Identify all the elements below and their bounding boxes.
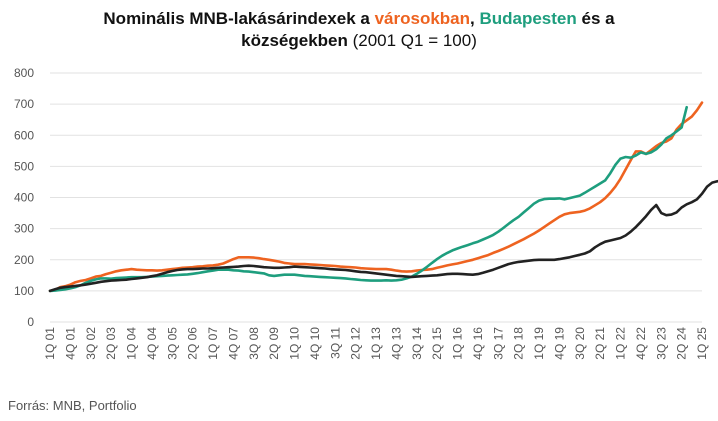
title-part2: és a xyxy=(576,9,615,28)
x-tick-label: 3Q 23 xyxy=(654,327,668,360)
x-tick-label: 3Q 20 xyxy=(573,327,587,360)
x-tick-label: 1Q 13 xyxy=(369,327,383,360)
x-tick-label: 1Q 04 xyxy=(125,327,139,360)
x-tick-label: 3Q 02 xyxy=(84,327,98,360)
y-tick-label: 300 xyxy=(14,222,34,236)
x-tick-label: 2Q 18 xyxy=(512,327,526,360)
x-tick-label: 1Q 16 xyxy=(451,327,465,360)
x-tick-label: 2Q 09 xyxy=(267,327,281,360)
y-tick-label: 0 xyxy=(27,315,34,329)
series-line xyxy=(48,101,704,293)
x-tick-label: 1Q 25 xyxy=(695,327,709,360)
source-note: Forrás: MNB, Portfolio xyxy=(8,398,137,413)
x-tick-label: 4Q 19 xyxy=(552,327,566,360)
grid xyxy=(50,72,702,323)
x-tick-label: 1Q 07 xyxy=(206,327,220,360)
y-tick-label: 500 xyxy=(14,159,34,173)
x-tick-label: 1Q 10 xyxy=(288,327,302,360)
x-tick-label: 1Q 19 xyxy=(532,327,546,360)
x-tick-label: 4Q 04 xyxy=(145,327,159,360)
x-axis: 1Q 01 4Q 01 3Q 02 2Q 03 1Q 04 4Q 04 3Q 05 2Q 06… xyxy=(43,327,709,360)
title-part1: Nominális MNB-lakásárindexek a xyxy=(103,9,375,28)
chart-title: Nominális MNB-lakásárindexek a városokba… xyxy=(0,8,718,52)
title-cities: városokban xyxy=(374,9,471,28)
x-tick-label: 4Q 07 xyxy=(226,327,240,360)
title-sep: , xyxy=(470,9,480,28)
x-tick-label: 2Q 06 xyxy=(186,327,200,360)
x-tick-label: 3Q 05 xyxy=(165,327,179,360)
x-tick-label: 4Q 01 xyxy=(63,327,77,360)
y-tick-label: 400 xyxy=(14,191,34,205)
y-tick-label: 100 xyxy=(14,284,34,298)
x-tick-label: 4Q 16 xyxy=(471,327,485,360)
x-tick-label: 3Q 14 xyxy=(410,327,424,360)
title-villages: községekben xyxy=(241,31,348,50)
x-tick-label: 3Q 11 xyxy=(328,327,342,359)
title-base: (2001 Q1 = 100) xyxy=(347,31,477,50)
x-tick-label: 2Q 03 xyxy=(104,327,118,360)
y-axis: 0 100 200 300 400 500 600 700 800 xyxy=(14,66,34,329)
x-tick-label: 2Q 24 xyxy=(675,327,689,360)
x-tick-label: 4Q 22 xyxy=(634,327,648,360)
x-tick-label: 2Q 21 xyxy=(593,327,607,360)
x-tick-label: 1Q 22 xyxy=(614,327,628,360)
series-lines xyxy=(48,101,718,293)
y-tick-label: 200 xyxy=(14,253,34,267)
y-tick-label: 700 xyxy=(14,97,34,111)
x-tick-label: 1Q 01 xyxy=(43,327,57,360)
x-tick-label: 2Q 15 xyxy=(430,327,444,360)
series-line xyxy=(48,179,718,293)
x-tick-label: 2Q 12 xyxy=(349,327,363,360)
y-tick-label: 600 xyxy=(14,128,34,142)
x-tick-label: 3Q 17 xyxy=(491,327,505,360)
x-tick-label: 4Q 10 xyxy=(308,327,322,360)
x-tick-label: 3Q 08 xyxy=(247,327,261,360)
title-budapest: Budapesten xyxy=(479,9,577,28)
y-tick-label: 800 xyxy=(14,66,34,80)
x-tick-label: 4Q 13 xyxy=(389,327,403,360)
